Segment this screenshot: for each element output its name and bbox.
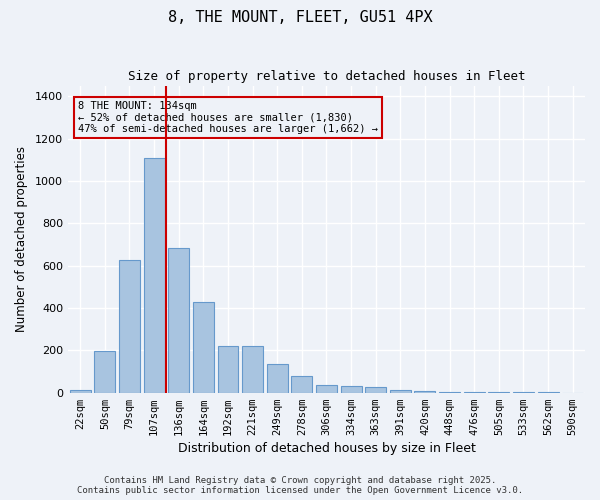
Text: 8, THE MOUNT, FLEET, GU51 4PX: 8, THE MOUNT, FLEET, GU51 4PX [167,10,433,25]
Bar [292,376,313,392]
Bar [415,390,436,392]
Bar [94,352,115,393]
X-axis label: Distribution of detached houses by size in Fleet: Distribution of detached houses by size … [178,442,475,455]
Bar [267,364,287,392]
Text: 8 THE MOUNT: 134sqm
← 52% of detached houses are smaller (1,830)
47% of semi-det: 8 THE MOUNT: 134sqm ← 52% of detached ho… [78,101,378,134]
Bar [242,346,263,393]
Bar [341,386,362,392]
Title: Size of property relative to detached houses in Fleet: Size of property relative to detached ho… [128,70,525,83]
Text: Contains HM Land Registry data © Crown copyright and database right 2025.
Contai: Contains HM Land Registry data © Crown c… [77,476,523,495]
Bar [168,248,189,392]
Bar [316,386,337,392]
Bar [365,388,386,392]
Bar [218,346,238,393]
Bar [119,260,140,392]
Bar [70,390,91,392]
Bar [390,390,411,392]
Bar [143,158,164,392]
Y-axis label: Number of detached properties: Number of detached properties [15,146,28,332]
Bar [193,302,214,392]
